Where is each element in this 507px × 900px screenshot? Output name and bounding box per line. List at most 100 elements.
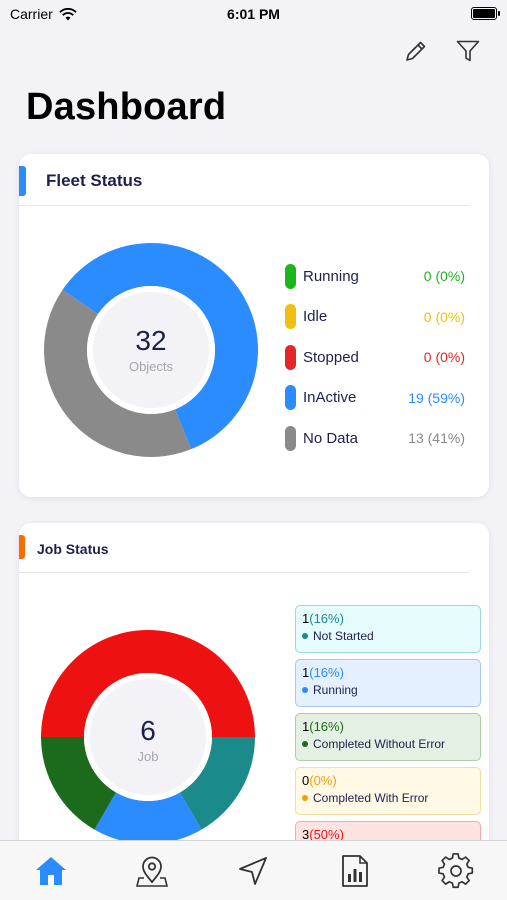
job-label-line: Running: [302, 683, 474, 697]
top-actions: [401, 36, 483, 66]
job-slice-running[interactable]: [94, 792, 202, 844]
legend-label: Running: [303, 267, 359, 285]
carrier: Carrier: [10, 6, 77, 22]
battery-icon: [471, 7, 500, 20]
fleet-donut-center: 32 Objects: [101, 325, 201, 374]
page-title: Dashboard: [26, 86, 227, 128]
home-icon: [35, 856, 66, 885]
job-label: Completed Without Error: [313, 737, 446, 751]
job-status-item[interactable]: 0(0%) Completed With Error: [295, 767, 481, 815]
tab-settings[interactable]: [434, 849, 478, 893]
job-dot: [302, 633, 308, 639]
fleet-donut-chart[interactable]: [43, 242, 259, 458]
carrier-label: Carrier: [10, 6, 53, 22]
legend-item-no-data[interactable]: No Data 13 (41%): [285, 418, 465, 459]
job-status-header: Job Status: [19, 523, 469, 573]
job-unit: Job: [137, 749, 159, 764]
job-count: 1: [302, 611, 310, 626]
filter-button[interactable]: [453, 36, 483, 66]
fleet-slice-inactive[interactable]: [62, 243, 258, 450]
job-dot: [302, 741, 308, 747]
job-percent: (0%): [309, 773, 337, 788]
job-total: 6: [140, 715, 156, 746]
legend-label: InActive: [303, 389, 357, 407]
legend-swatch: [285, 425, 296, 451]
job-count: 0: [302, 773, 310, 788]
legend-value: 13 (41%): [408, 430, 465, 447]
legend-swatch: [285, 304, 296, 330]
job-status-list: 1(16%) Not Started 1(16%) Running 1(16%) Comp…: [295, 605, 481, 853]
job-donut-center: 6 Job: [98, 715, 198, 764]
job-status-item[interactable]: 1(16%) Not Started: [295, 605, 481, 653]
donut-hole: [93, 292, 209, 408]
donut-hole: [90, 679, 206, 795]
fleet-status-title: Fleet Status: [46, 171, 143, 190]
navigation-icon: [239, 856, 268, 885]
job-status-title: Job Status: [37, 541, 109, 557]
job-status-item[interactable]: 1(16%) Completed Without Error: [295, 713, 481, 761]
job-label: Completed With Error: [313, 791, 429, 805]
legend-item-running[interactable]: Running 0 (0%): [285, 256, 465, 297]
legend-value: 0 (0%): [423, 349, 465, 366]
legend-label: Stopped: [303, 348, 359, 366]
job-count-line: 1(16%): [302, 719, 474, 734]
job-label: Not Started: [313, 629, 374, 643]
fleet-total: 32: [135, 325, 167, 356]
job-label: Running: [313, 683, 358, 697]
job-count-line: 1(16%): [302, 665, 474, 680]
legend-value: 0 (0%): [423, 308, 465, 325]
legend-value: 0 (0%): [423, 268, 465, 285]
job-slice-completed-without-error[interactable]: [41, 737, 116, 830]
job-slice-not-started[interactable]: [180, 737, 255, 830]
job-percent: (16%): [309, 719, 344, 734]
fleet-unit: Objects: [128, 359, 174, 374]
tab-home[interactable]: [29, 849, 73, 893]
edit-button[interactable]: [401, 36, 431, 66]
fleet-status-header: Fleet Status: [19, 154, 469, 206]
job-label-line: Not Started: [302, 629, 474, 643]
legend-swatch: [285, 263, 296, 289]
job-dot: [302, 795, 308, 801]
job-status-card: Job Status 6 Job 1(16%) Not Started 1(16%)…: [19, 523, 489, 853]
wifi-icon: [59, 7, 77, 20]
job-slice-other[interactable]: [41, 630, 255, 737]
clock: 6:01 PM: [227, 6, 280, 22]
job-count: 3: [302, 827, 310, 842]
fleet-legend: Running 0 (0%) Idle 0 (0%) Stopped 0 (0%) InAc…: [285, 256, 465, 459]
pencil-icon: [406, 41, 426, 61]
job-percent: (50%): [309, 827, 344, 842]
report-icon: [341, 854, 368, 887]
legend-swatch: [285, 385, 296, 411]
tab-navigate[interactable]: [231, 849, 275, 893]
tab-reports[interactable]: [333, 849, 377, 893]
job-donut-chart[interactable]: [40, 629, 256, 845]
job-status-item[interactable]: 1(16%) Running: [295, 659, 481, 707]
job-count-line: 1(16%): [302, 611, 474, 626]
job-status-accent: [19, 535, 25, 559]
tab-bar: [0, 840, 507, 900]
fleet-status-accent: [19, 166, 26, 196]
job-count-line: 0(0%): [302, 773, 474, 788]
legend-value: 19 (59%): [408, 389, 465, 406]
job-count: 1: [302, 665, 310, 680]
filter-icon: [456, 40, 480, 62]
job-percent: (16%): [309, 611, 344, 626]
job-dot: [302, 687, 308, 693]
job-count: 1: [302, 719, 310, 734]
map-pin-icon: [136, 856, 169, 887]
job-count-line: 3(50%): [302, 827, 474, 842]
job-label-line: Completed With Error: [302, 791, 474, 805]
legend-label: No Data: [303, 429, 359, 447]
legend-swatch: [285, 344, 296, 370]
status-bar: Carrier 6:01 PM: [0, 0, 507, 30]
fleet-status-card: Fleet Status 32 Objects Running 0 (0%) Idl…: [19, 154, 489, 497]
legend-item-idle[interactable]: Idle 0 (0%): [285, 297, 465, 338]
fleet-slice-no-data[interactable]: [43, 289, 192, 458]
tab-map[interactable]: [130, 849, 174, 893]
gear-icon: [438, 852, 474, 888]
legend-label: Idle: [303, 308, 328, 326]
job-percent: (16%): [309, 665, 344, 680]
job-label-line: Completed Without Error: [302, 737, 474, 751]
legend-item-stopped[interactable]: Stopped 0 (0%): [285, 337, 465, 378]
legend-item-inactive[interactable]: InActive 19 (59%): [285, 378, 465, 419]
